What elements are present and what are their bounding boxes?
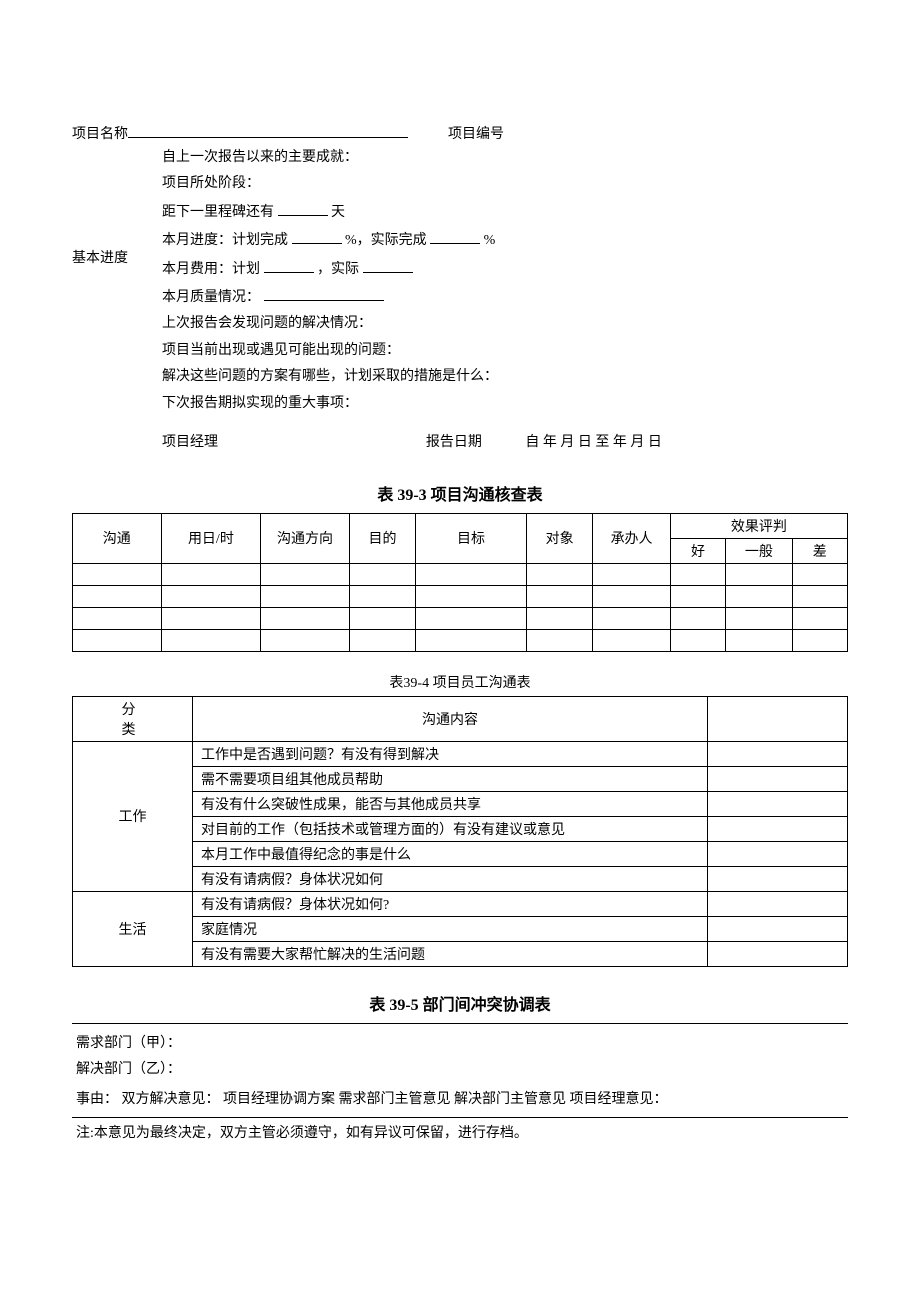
- project-number-label: 项目编号: [448, 123, 504, 143]
- line-6: 本月质量情况：: [162, 285, 848, 309]
- line-5b: ，实际: [317, 262, 359, 277]
- basic-progress-label: 基本进度: [72, 247, 128, 267]
- line-4-blank2: [430, 228, 480, 244]
- table-39-4: 分类 沟通内容 工作 工作中是否遇到问题？有没有得到解决 需不需要项目组其他成员…: [72, 696, 848, 967]
- blank-cell: [708, 741, 848, 766]
- line-6a: 本月质量情况：: [162, 290, 260, 305]
- dept-a-row: 需求部门（甲）：: [72, 1032, 848, 1056]
- date-range: 自 年 月 日 至 年 月 日: [525, 435, 662, 450]
- line-10: 下次报告期拟实现的重大事项：: [162, 393, 848, 415]
- th-purpose: 目的: [349, 513, 415, 563]
- life-row-0: 有没有请病假？身体状况如何?: [193, 891, 708, 916]
- th-category: 分类: [73, 696, 193, 741]
- cat-work: 工作: [73, 741, 193, 891]
- work-row-2: 有没有什么突破性成果，能否与其他成员共享: [193, 791, 708, 816]
- line-3: 距下一里程碑还有 天: [162, 200, 848, 224]
- project-name-underline: [128, 120, 408, 138]
- th-datetime: 用日/时: [161, 513, 261, 563]
- table-39-5: 需求部门（甲）： 解决部门（乙）： 事由： 双方解决意见： 项目经理协调方案 需…: [72, 1023, 848, 1146]
- line-4a: 本月进度：计划完成: [162, 233, 288, 248]
- line-6-blank: [264, 285, 384, 301]
- line-7: 上次报告会发现问题的解决情况：: [162, 313, 848, 335]
- line-4b: %，实际完成: [345, 233, 427, 248]
- pm-label: 项目经理: [162, 431, 426, 451]
- table-row: 生活 有没有请病假？身体状况如何?: [73, 891, 848, 916]
- table-row: [73, 563, 848, 585]
- work-row-3: 对目前的工作（包括技术或管理方面的）有没有建议或意见: [193, 816, 708, 841]
- basic-progress-block: 基本进度 自上一次报告以来的主要成就： 项目所处阶段： 距下一里程碑还有 天 本…: [72, 147, 848, 419]
- line-4c: %: [484, 233, 496, 248]
- th-blank: [708, 696, 848, 741]
- th-object: 对象: [526, 513, 592, 563]
- work-row-4: 本月工作中最值得纪念的事是什么: [193, 841, 708, 866]
- progress-lines: 自上一次报告以来的主要成就： 项目所处阶段： 距下一里程碑还有 天 本月进度：计…: [162, 147, 848, 419]
- th-good: 好: [670, 538, 725, 563]
- work-row-1: 需不需要项目组其他成员帮助: [193, 766, 708, 791]
- reason-row: 事由： 双方解决意见： 项目经理协调方案 需求部门主管意见 解决部门主管意见 项…: [72, 1088, 848, 1119]
- pm-left-spacer: [72, 431, 162, 451]
- th-normal: 一般: [726, 538, 792, 563]
- blank-cell: [708, 866, 848, 891]
- blank-cell: [708, 891, 848, 916]
- th-direction: 沟通方向: [261, 513, 350, 563]
- table-39-5-title: 表 39-5 部门间冲突协调表: [72, 991, 848, 1015]
- th-comm: 沟通: [73, 513, 162, 563]
- line-9: 解决这些问题的方案有哪些，计划采取的措施是什么：: [162, 366, 848, 388]
- project-name-row: 项目名称 项目编号: [72, 120, 848, 143]
- work-row-0: 工作中是否遇到问题？有没有得到解决: [193, 741, 708, 766]
- line-3-blank: [278, 200, 328, 216]
- cat-life: 生活: [73, 891, 193, 966]
- th-effect: 效果评判: [670, 513, 847, 538]
- table-row: [73, 607, 848, 629]
- line-4: 本月进度：计划完成 %，实际完成 %: [162, 228, 848, 252]
- project-name-label: 项目名称: [72, 123, 128, 143]
- blank-cell: [708, 766, 848, 791]
- basic-progress-label-wrap: 基本进度: [72, 147, 162, 367]
- report-date-label: 报告日期: [426, 435, 482, 450]
- table-39-3-title: 表 39-3 项目沟通核查表: [72, 481, 848, 505]
- table-row: [73, 629, 848, 651]
- dept-b-row: 解决部门（乙）：: [72, 1058, 848, 1082]
- table-row: 工作 工作中是否遇到问题？有没有得到解决: [73, 741, 848, 766]
- th-content: 沟通内容: [193, 696, 708, 741]
- table-39-4-title: 表39-4 项目员工沟通表: [72, 672, 848, 692]
- t39-5-top-border: 需求部门（甲）： 解决部门（乙）：: [72, 1023, 848, 1082]
- line-3b: 天: [331, 205, 345, 220]
- line-5-blank1: [264, 257, 314, 273]
- note-row: 注:本意见为最终决定，双方主管必须遵守，如有异议可保留，进行存档。: [72, 1122, 848, 1146]
- project-info-section: 项目名称 项目编号 基本进度 自上一次报告以来的主要成就： 项目所处阶段： 距下…: [72, 120, 848, 451]
- blank-cell: [708, 841, 848, 866]
- th-bad: 差: [792, 538, 847, 563]
- blank-cell: [708, 791, 848, 816]
- pm-date-row: 项目经理 报告日期 自 年 月 日 至 年 月 日: [72, 431, 848, 451]
- blank-cell: [708, 916, 848, 941]
- line-8: 项目当前出现或遇见可能出现的问题：: [162, 340, 848, 362]
- line-5a: 本月费用：计划: [162, 262, 260, 277]
- life-row-1: 家庭情况: [193, 916, 708, 941]
- table-39-3: 沟通 用日/时 沟通方向 目的 目标 对象 承办人 效果评判 好 一般 差: [72, 513, 848, 652]
- th-target: 目标: [416, 513, 527, 563]
- line-5-blank2: [363, 257, 413, 273]
- report-date-wrap: 报告日期 自 年 月 日 至 年 月 日: [426, 431, 848, 451]
- line-2: 项目所处阶段：: [162, 173, 848, 195]
- line-1: 自上一次报告以来的主要成就：: [162, 147, 848, 169]
- table-39-3-header-row1: 沟通 用日/时 沟通方向 目的 目标 对象 承办人 效果评判: [73, 513, 848, 538]
- blank-cell: [708, 941, 848, 966]
- work-row-5: 有没有请病假？身体状况如何: [193, 866, 708, 891]
- table-row: [73, 585, 848, 607]
- line-5: 本月费用：计划 ，实际: [162, 257, 848, 281]
- life-row-2: 有没有需要大家帮忙解决的生活问题: [193, 941, 708, 966]
- line-3a: 距下一里程碑还有: [162, 205, 274, 220]
- table-39-4-header: 分类 沟通内容: [73, 696, 848, 741]
- th-handler: 承办人: [593, 513, 671, 563]
- line-4-blank1: [292, 228, 342, 244]
- blank-cell: [708, 816, 848, 841]
